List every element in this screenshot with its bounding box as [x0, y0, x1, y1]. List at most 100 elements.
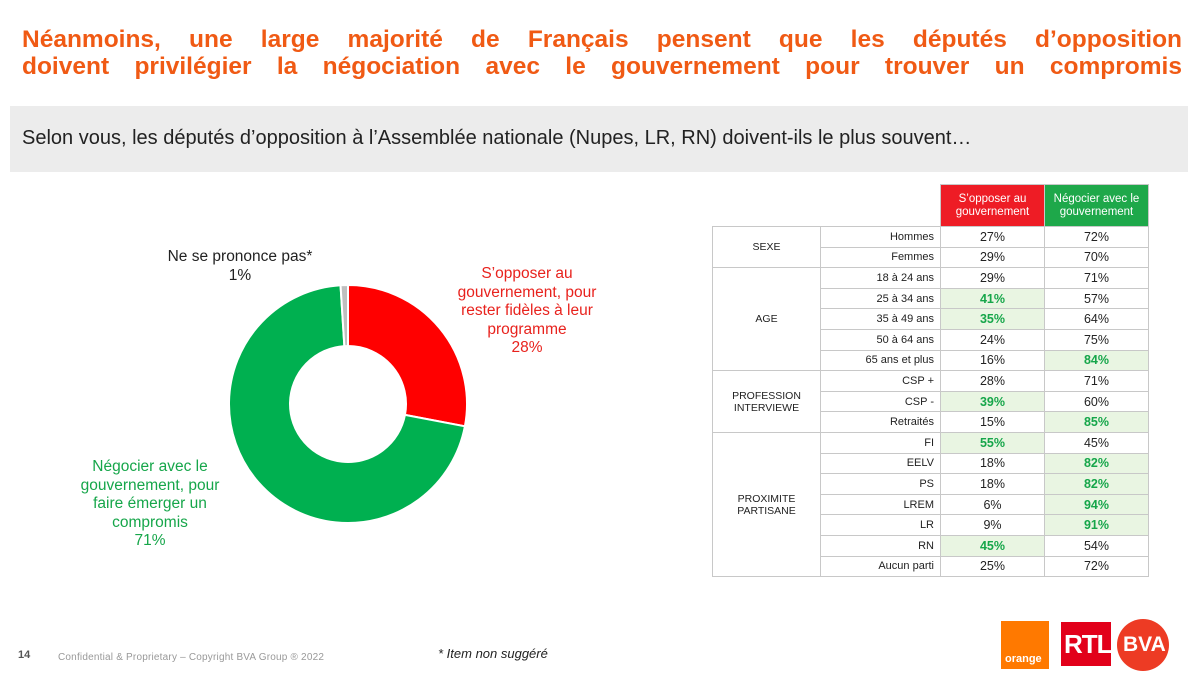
- cell-negocier: 91%: [1044, 514, 1149, 536]
- table-row: Aucun parti 25% 72%: [713, 555, 1149, 578]
- row-label: LREM: [820, 493, 941, 516]
- cell-oppose: 39%: [940, 390, 1045, 413]
- label-negocier: Négocier avec le gouvernement, pour fair…: [55, 458, 245, 551]
- cell-oppose: 29%: [940, 267, 1045, 289]
- label-nsp-text: Ne se prononce pas*: [167, 248, 313, 265]
- rtl-logo-text: RTL: [1064, 629, 1113, 659]
- label-negocier-line2: gouvernement, pour: [80, 476, 220, 494]
- cell-negocier: 82%: [1044, 452, 1149, 475]
- table-row: Femmes 29% 70%: [713, 246, 1149, 269]
- label-oppose-value: 28%: [511, 339, 543, 356]
- group-label: PROXIMITE PARTISANE: [712, 431, 821, 578]
- cell-negocier: 85%: [1044, 411, 1149, 433]
- bva-logo: BVA: [1117, 619, 1169, 671]
- orange-logo-text: orange: [1005, 653, 1042, 665]
- cell-negocier: 57%: [1044, 287, 1149, 310]
- slice-oppose: [347, 283, 468, 428]
- cell-oppose: 18%: [940, 452, 1045, 475]
- cell-oppose: 16%: [940, 349, 1045, 372]
- title-line-1: Néanmoins, une large majorité de Françai…: [22, 26, 1182, 53]
- row-label: Femmes: [820, 246, 941, 269]
- label-negocier-line3: faire émerger un: [93, 495, 207, 512]
- row-label: LR: [820, 514, 941, 536]
- footnote: * Item non suggéré: [438, 646, 548, 661]
- label-oppose-line2: gouvernement, pour: [457, 283, 597, 301]
- cell-negocier: 71%: [1044, 370, 1149, 392]
- label-oppose-line3: rester fidèles à leur: [461, 302, 593, 319]
- row-label: Retraités: [820, 411, 941, 433]
- table-row: RN 45% 54%: [713, 534, 1149, 557]
- row-label: 25 à 34 ans: [820, 287, 941, 310]
- label-oppose-line4: programme: [487, 320, 567, 338]
- title-line-2: doivent privilégier la négociation avec …: [22, 53, 1182, 80]
- donut-chart: [228, 283, 468, 524]
- row-label: 18 à 24 ans: [820, 267, 941, 289]
- cell-oppose: 18%: [940, 473, 1045, 495]
- group-label: PROFESSION INTERVIEWE: [712, 370, 821, 433]
- table-row: 65 ans et plus 16% 84%: [713, 349, 1149, 372]
- cell-oppose: 45%: [940, 534, 1045, 557]
- row-label: FI: [820, 431, 941, 454]
- cell-negocier: 75%: [1044, 328, 1149, 351]
- cell-oppose: 41%: [940, 287, 1045, 310]
- label-oppose-line1: S’opposer au: [481, 265, 573, 282]
- cell-oppose: 55%: [940, 431, 1045, 454]
- bva-logo-text: BVA: [1123, 633, 1166, 656]
- cell-negocier: 70%: [1044, 246, 1149, 269]
- cell-negocier: 82%: [1044, 473, 1149, 495]
- cell-oppose: 15%: [940, 411, 1045, 433]
- cell-negocier: 72%: [1044, 555, 1149, 578]
- table-row: AGE 18 à 24 ans 29% 71%: [712, 267, 1149, 372]
- table-row: PROXIMITE PARTISANE FI 55% 45%: [712, 431, 1149, 578]
- page-title: Néanmoins, une large majorité de Françai…: [22, 26, 1182, 80]
- copyright: Confidential & Proprietary – Copyright B…: [58, 652, 325, 663]
- group-label: SEXE: [712, 225, 821, 269]
- label-negocier-value: 71%: [134, 532, 166, 549]
- table-row: SEXE Hommes 27% 72%: [712, 225, 1149, 269]
- cell-oppose: 27%: [940, 226, 1045, 248]
- label-nsp-value: 1%: [228, 266, 252, 284]
- cell-oppose: 24%: [940, 328, 1045, 351]
- slice-negocier: [228, 284, 467, 524]
- cell-negocier: 64%: [1044, 308, 1149, 330]
- table-row: LREM 6% 94%: [713, 493, 1149, 516]
- table-row: LR 9% 91%: [713, 514, 1149, 536]
- cell-negocier: 84%: [1044, 349, 1149, 372]
- col-header-oppose: S’opposer au gouvernement: [940, 184, 1045, 227]
- question-text: Selon vous, les députés d’opposition à l…: [22, 127, 972, 149]
- label-nsp: Ne se prononce pas* 1%: [150, 248, 330, 285]
- cell-oppose: 25%: [940, 555, 1045, 578]
- question-band: Selon vous, les députés d’opposition à l…: [10, 106, 1188, 172]
- slice-nsp: [339, 283, 349, 348]
- cell-oppose: 6%: [940, 493, 1045, 516]
- rtl-logo: RTL: [1061, 622, 1113, 666]
- row-label: CSP -: [820, 390, 941, 413]
- cell-negocier: 94%: [1044, 493, 1149, 516]
- row-label: CSP +: [820, 370, 941, 392]
- cell-oppose: 29%: [940, 246, 1045, 269]
- cell-negocier: 45%: [1044, 431, 1149, 454]
- table-row: 50 à 64 ans 24% 75%: [713, 328, 1149, 351]
- cell-negocier: 72%: [1044, 226, 1149, 248]
- cell-oppose: 35%: [940, 308, 1045, 330]
- table-row: 25 à 34 ans 41% 57%: [713, 287, 1149, 310]
- row-label: Hommes: [820, 226, 941, 248]
- cell-oppose: 9%: [940, 514, 1045, 536]
- cell-negocier: 54%: [1044, 534, 1149, 557]
- label-oppose: S’opposer au gouvernement, pour rester f…: [427, 265, 627, 358]
- table-row: EELV 18% 82%: [713, 452, 1149, 475]
- row-label: 35 à 49 ans: [820, 308, 941, 330]
- row-label: 50 à 64 ans: [820, 328, 941, 351]
- row-label: EELV: [820, 452, 941, 475]
- label-negocier-line4: compromis: [112, 513, 188, 531]
- row-label: RN: [820, 534, 941, 557]
- orange-logo: orange: [1001, 621, 1049, 669]
- row-label: PS: [820, 473, 941, 495]
- row-label: 65 ans et plus: [820, 349, 941, 372]
- cell-oppose: 28%: [940, 370, 1045, 392]
- table-row: 35 à 49 ans 35% 64%: [713, 308, 1149, 330]
- table-row: CSP -39% 60%: [713, 390, 1149, 413]
- cell-negocier: 71%: [1044, 267, 1149, 289]
- table-row: PROFESSION INTERVIEWE CSP +28% 71%: [712, 370, 1149, 433]
- row-label: Aucun parti: [820, 555, 941, 578]
